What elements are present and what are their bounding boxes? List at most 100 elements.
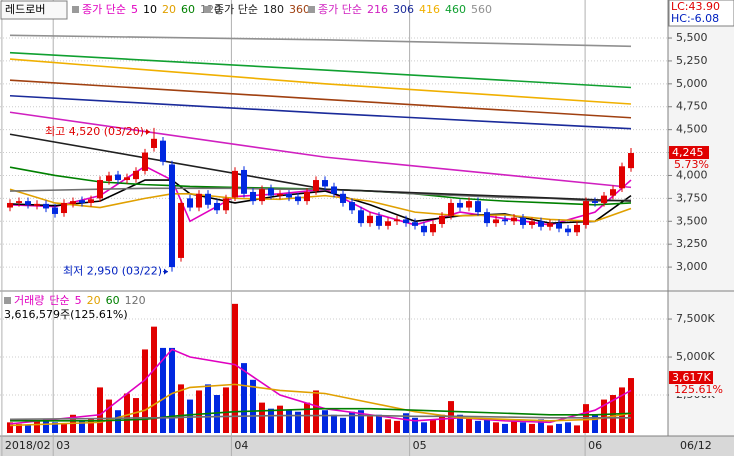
legend-group-label: 종가 단순 (82, 3, 126, 16)
price-label-box (669, 146, 709, 160)
volume-bar (529, 423, 535, 433)
date-axis (0, 436, 734, 456)
volume-bar (619, 387, 625, 433)
candle-body (25, 201, 31, 205)
legend-entry: 460 (445, 3, 466, 16)
legend-entry: 120 (125, 294, 146, 307)
annotation: 최고 4,520 (03/20) (45, 125, 144, 138)
volume-bar (340, 417, 346, 433)
legend-entry: 5 (131, 3, 138, 16)
candle-body (124, 177, 130, 181)
ratio-bg (669, 384, 719, 397)
legend-group-label: 거래량 (14, 294, 44, 307)
candle-body (583, 201, 589, 225)
y-tick-label: 4,500 (676, 123, 708, 136)
volume-bar (331, 414, 337, 433)
volume-bar (592, 414, 598, 433)
volume-bar (277, 405, 283, 433)
candle-body (475, 201, 481, 213)
volume-bar (79, 420, 85, 433)
ma-line (9, 34, 632, 48)
legend: 종가 단순5102060120 (82, 3, 221, 16)
candle-body (403, 219, 409, 224)
y-tick-label: 3,750 (676, 191, 708, 204)
candle-body (115, 174, 121, 181)
volume-bar (16, 423, 22, 433)
candle-body (169, 164, 175, 268)
date-label: 06/12 (680, 439, 712, 452)
candle-body (151, 138, 157, 148)
legend: 종가 단순 216 306 416 460 560 (318, 3, 492, 16)
candle-body (304, 191, 310, 202)
hc-label: HC:-6.08 (671, 12, 719, 25)
volume-bar (106, 399, 112, 433)
volume-bar (259, 402, 265, 433)
annotation-arrowhead (146, 128, 150, 135)
ma-line (9, 187, 632, 202)
legend-entry: 416 (419, 3, 440, 16)
ratio-label: 125.61% (674, 383, 723, 396)
legend-entry: 20 (162, 3, 176, 16)
legend-group-label: 종가 단순 (214, 3, 258, 16)
volume-bar (25, 425, 31, 433)
y-tick-label: 5,250 (676, 54, 708, 67)
chart-title: 레드로버 (5, 3, 45, 16)
legend-entry: 180 (263, 3, 284, 16)
volume-bar (484, 419, 490, 433)
candle-body (421, 225, 427, 233)
volume-bar (367, 416, 373, 433)
candle-body (520, 217, 526, 225)
volume-bar (241, 363, 247, 433)
ma-line (9, 179, 632, 224)
candle-body (565, 228, 571, 233)
volume-bar (295, 411, 301, 433)
legend-group-label: 단순 (49, 294, 69, 307)
legend-marker (307, 6, 315, 13)
volume-bar (169, 347, 175, 433)
lc-box (668, 0, 734, 27)
candle-body (412, 222, 418, 226)
candle-body (160, 140, 166, 162)
candle-body (511, 217, 517, 222)
candle-body (592, 201, 598, 203)
axis-area (668, 0, 734, 436)
volume-bar (628, 378, 634, 433)
candle-body (52, 207, 58, 214)
volume-summary: 3,616,579주(125.61%) (4, 308, 128, 321)
y-tick-label: 4,000 (676, 168, 708, 181)
volume-bar (394, 420, 400, 433)
candle-body (529, 221, 535, 225)
volume-bar (7, 422, 13, 433)
y-tick-label: 4,750 (676, 100, 708, 113)
candle-body (493, 219, 499, 224)
candle-body (358, 210, 364, 224)
legend-marker (203, 6, 211, 13)
volume-bar (196, 390, 202, 433)
ma-line (9, 79, 632, 119)
volume-bar (439, 414, 445, 433)
volume-bar (457, 414, 463, 433)
candle-body (322, 180, 328, 187)
candle-body (439, 215, 445, 225)
candle-body (331, 186, 337, 194)
candle-body (610, 189, 616, 196)
change-label: 5.73% (674, 158, 709, 171)
candle-body (628, 153, 634, 169)
candle-body (268, 188, 274, 196)
y-tick-label: 3,000 (676, 260, 708, 273)
candle-body (295, 196, 301, 202)
ma-line (9, 58, 632, 105)
y-tick-label: 3,500 (676, 214, 708, 227)
volume-label-box (669, 371, 713, 385)
candle-body (196, 193, 202, 208)
volume-bar (223, 387, 229, 433)
ma-line (9, 111, 632, 189)
volume-bar (34, 420, 40, 433)
volume-bar (142, 349, 148, 433)
volume-bar (151, 326, 157, 433)
volume-bar (61, 423, 67, 433)
candle-body (457, 202, 463, 208)
legend-entry: 360 (289, 3, 310, 16)
